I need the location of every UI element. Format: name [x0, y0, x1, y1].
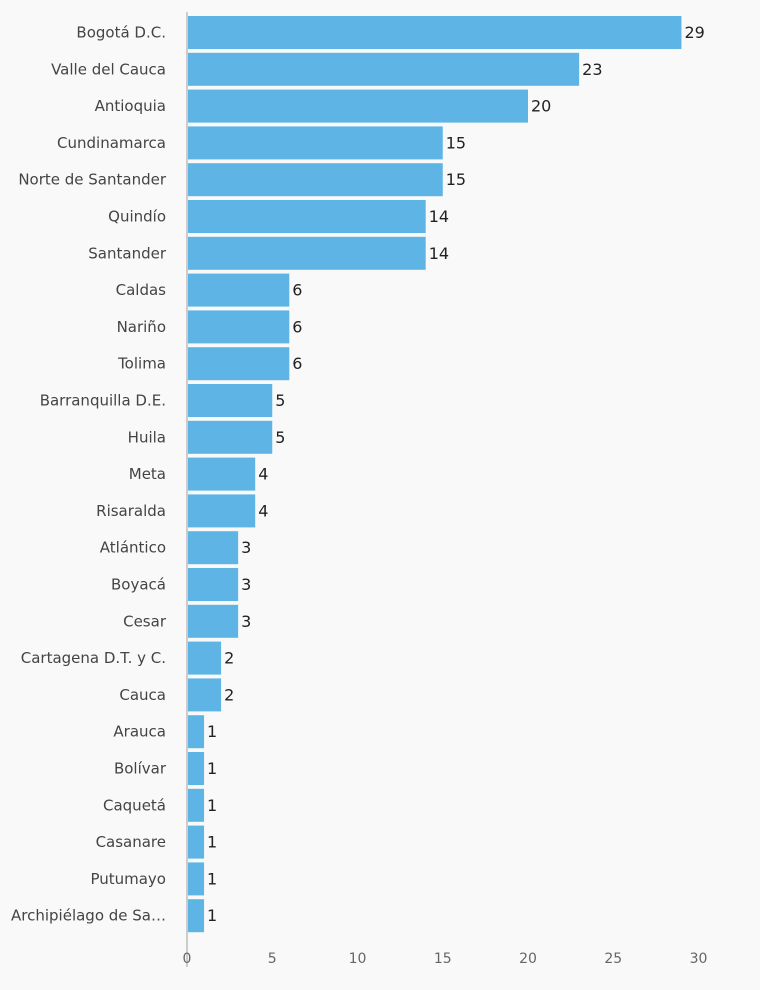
x-tick-25: 25	[604, 951, 622, 967]
x-tick-30: 30	[690, 951, 708, 967]
bar-antioquia	[188, 89, 528, 123]
bars-group	[188, 16, 682, 933]
bar-risaralda	[188, 494, 256, 528]
category-label-risaralda: Risaralda	[96, 502, 166, 520]
bar-arauca	[188, 715, 205, 749]
category-label-tolima: Tolima	[117, 355, 166, 373]
value-label-caldas: 6	[292, 281, 302, 300]
bar-norte-de-santander	[188, 163, 443, 197]
bar-cundinamarca	[188, 126, 443, 160]
category-label-narino: Nariño	[117, 318, 166, 336]
category-label-cartagena-d-t-y-c: Cartagena D.T. y C.	[21, 649, 166, 667]
category-label-valle-del-cauca: Valle del Cauca	[51, 60, 166, 78]
value-label-tolima: 6	[292, 354, 302, 373]
category-label-bogota-d-c: Bogotá D.C.	[76, 24, 166, 42]
x-tick-0: 0	[183, 951, 192, 967]
value-label-norte-de-santander: 15	[446, 170, 466, 189]
bar-santander	[188, 236, 426, 270]
value-label-arauca: 1	[207, 722, 217, 741]
value-label-atlantico: 3	[241, 538, 251, 557]
value-label-archipielago-de-san-andres: 1	[207, 906, 217, 925]
category-label-atlantico: Atlántico	[100, 539, 166, 557]
bar-caqueta	[188, 788, 205, 822]
value-label-valle-del-cauca: 23	[582, 60, 602, 79]
bar-casanare	[188, 825, 205, 859]
bar-putumayo	[188, 862, 205, 896]
bar-boyaca	[188, 568, 239, 601]
value-label-boyaca: 3	[241, 575, 251, 594]
value-label-huila: 5	[275, 428, 285, 447]
value-label-putumayo: 1	[207, 869, 217, 888]
category-label-huila: Huila	[128, 428, 166, 446]
value-label-bogota-d-c: 29	[684, 23, 704, 42]
value-label-cauca: 2	[224, 685, 234, 704]
category-label-santander: Santander	[88, 244, 167, 262]
category-label-caldas: Caldas	[116, 281, 167, 299]
category-label-putumayo: Putumayo	[90, 870, 166, 888]
category-label-cauca: Cauca	[119, 686, 166, 704]
x-tick-5: 5	[268, 951, 277, 967]
bar-cartagena-d-t-y-c	[188, 641, 222, 675]
value-label-cesar: 3	[241, 612, 251, 631]
value-label-antioquia: 20	[531, 97, 551, 116]
category-labels: Bogotá D.C. Valle del Cauca Antioquia Cundi…	[11, 24, 167, 925]
bar-meta	[188, 457, 256, 491]
category-label-antioquia: Antioquia	[95, 97, 166, 115]
value-label-quindio: 14	[429, 207, 449, 226]
category-label-meta: Meta	[129, 465, 166, 483]
category-label-barranquilla-d-e: Barranquilla D.E.	[40, 392, 166, 410]
category-label-quindio: Quindío	[108, 208, 166, 226]
category-label-caqueta: Caquetá	[103, 796, 166, 814]
x-tick-15: 15	[434, 951, 452, 967]
value-label-cartagena-d-t-y-c: 2	[224, 649, 234, 668]
value-label-narino: 6	[292, 317, 302, 336]
value-label-santander: 14	[429, 244, 449, 263]
bar-valle-del-cauca	[188, 52, 580, 86]
bar-bolivar	[188, 752, 205, 785]
bar-quindio	[188, 200, 426, 233]
category-label-boyaca: Boyacá	[111, 576, 166, 594]
bar-barranquilla-d-e	[188, 384, 273, 417]
bar-tolima	[188, 347, 290, 381]
bar-narino	[188, 310, 290, 344]
category-label-norte-de-santander: Norte de Santander	[18, 171, 167, 189]
x-tick-10: 10	[349, 951, 367, 967]
x-tick-20: 20	[519, 951, 537, 967]
x-axis-ticks: 05101520253035	[183, 951, 708, 967]
bar-huila	[188, 420, 273, 454]
value-label-casanare: 1	[207, 833, 217, 852]
value-label-meta: 4	[258, 465, 268, 484]
value-label-barranquilla-d-e: 5	[275, 391, 285, 410]
category-label-cundinamarca: Cundinamarca	[57, 134, 166, 152]
bar-archipielago-de-san-andres	[188, 899, 205, 933]
bar-cauca	[188, 678, 222, 712]
category-label-cesar: Cesar	[123, 612, 167, 630]
value-label-risaralda: 4	[258, 501, 268, 520]
category-label-bolivar: Bolívar	[114, 760, 167, 778]
bar-cesar	[188, 604, 239, 638]
bar-atlantico	[188, 531, 239, 565]
bar-bogota-d-c	[188, 16, 682, 49]
value-label-bolivar: 1	[207, 759, 217, 778]
value-label-caqueta: 1	[207, 796, 217, 815]
bar-caldas	[188, 273, 290, 307]
value-label-cundinamarca: 15	[446, 133, 466, 152]
category-label-arauca: Arauca	[113, 723, 166, 741]
category-label-casanare: Casanare	[96, 833, 166, 851]
category-label-archipielago-de-san-andres: Archipiélago de Sa…	[11, 907, 166, 925]
